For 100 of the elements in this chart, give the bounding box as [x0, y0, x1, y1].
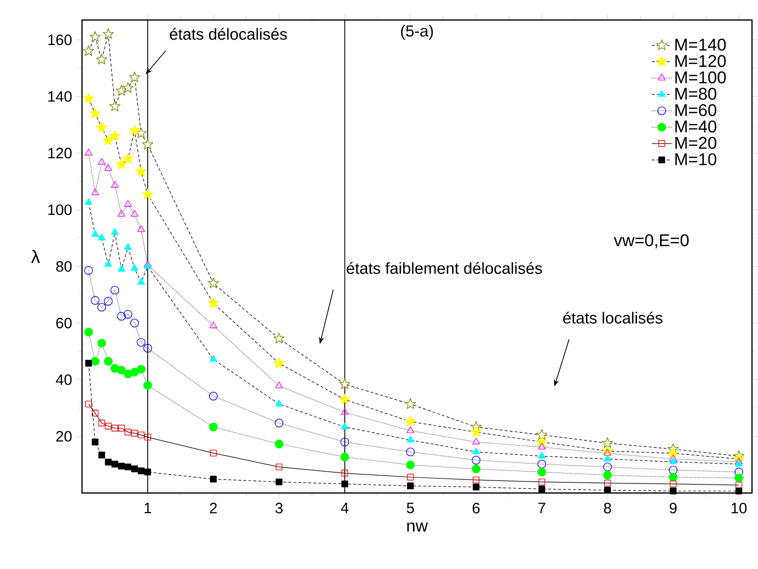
point: [104, 356, 113, 366]
point: [109, 100, 120, 112]
point: [124, 464, 132, 470]
y-tick-label: 120: [48, 148, 72, 158]
point: [736, 488, 742, 494]
point: [112, 460, 118, 468]
point: [90, 296, 100, 305]
point: [143, 381, 152, 390]
point: [604, 448, 612, 456]
point: [124, 243, 132, 250]
point: [538, 478, 546, 486]
point: [91, 188, 99, 196]
point: [668, 447, 679, 458]
point: [137, 225, 145, 232]
point: [84, 148, 92, 156]
point: [407, 482, 414, 490]
point: [118, 210, 126, 217]
point: [734, 474, 744, 482]
legend-label: M=140: [675, 38, 726, 51]
point: [209, 422, 218, 432]
point: [97, 302, 106, 312]
point: [91, 230, 99, 237]
x-tick-label: 8: [604, 502, 612, 514]
point: [104, 422, 112, 430]
point: [98, 158, 106, 165]
point: [124, 428, 132, 436]
point: [116, 158, 127, 170]
point: [131, 466, 138, 472]
legend-label: M=20: [675, 136, 716, 149]
point: [96, 54, 108, 64]
x-tick-label: 5: [406, 502, 414, 514]
x-tick-label: 9: [670, 502, 677, 514]
point: [82, 92, 94, 104]
point: [472, 476, 480, 484]
x-tick-label: 1: [144, 502, 152, 514]
point: [110, 286, 120, 295]
point: [84, 266, 93, 275]
point: [670, 488, 677, 494]
point: [472, 456, 480, 464]
point: [273, 357, 285, 368]
point: [274, 440, 284, 448]
point: [102, 28, 114, 39]
point: [340, 438, 350, 446]
chart-title: (5-a): [401, 24, 433, 40]
point: [104, 164, 112, 171]
point: [104, 458, 112, 466]
point: [116, 84, 127, 96]
point: [90, 108, 101, 118]
point: [136, 166, 147, 176]
point: [341, 470, 348, 477]
point: [668, 472, 678, 482]
point: [130, 318, 139, 328]
point: [90, 356, 100, 366]
point: [603, 462, 612, 472]
point: [85, 360, 92, 367]
y-tick-label: 80: [56, 261, 72, 272]
point: [90, 31, 101, 42]
point: [98, 452, 106, 458]
point: [112, 424, 118, 432]
point: [472, 438, 480, 444]
point: [735, 460, 743, 466]
point: [537, 468, 546, 476]
point: [604, 480, 611, 486]
point: [340, 422, 349, 430]
point: [538, 442, 546, 450]
point: [84, 198, 92, 205]
point: [208, 297, 219, 308]
point: [536, 436, 548, 447]
point: [472, 464, 480, 474]
point: [118, 264, 126, 272]
point: [340, 452, 350, 462]
point: [538, 452, 546, 459]
point: [404, 416, 416, 426]
point: [84, 328, 93, 336]
y-tick-label: 160: [48, 34, 72, 46]
point: [136, 127, 147, 138]
point: [144, 434, 152, 441]
point: [142, 188, 154, 200]
point: [138, 432, 144, 438]
point: [276, 478, 282, 486]
legend-label: M=80: [675, 88, 716, 100]
point: [136, 364, 146, 374]
point: [142, 138, 154, 150]
y-tick-label: 100: [48, 204, 72, 216]
point: [208, 278, 219, 288]
point: [96, 122, 108, 132]
legend-label: M=120: [675, 54, 726, 68]
point: [130, 210, 138, 217]
point: [407, 474, 414, 480]
point: [339, 378, 350, 390]
point: [97, 338, 106, 348]
annotation: états délocalisés: [170, 28, 287, 40]
point: [85, 400, 92, 408]
point: [128, 124, 140, 136]
point: [736, 482, 742, 488]
y-tick-label: 60: [56, 318, 72, 328]
point: [603, 470, 612, 480]
point: [143, 344, 152, 353]
point: [104, 296, 113, 306]
x-tick-label: 4: [340, 502, 348, 514]
